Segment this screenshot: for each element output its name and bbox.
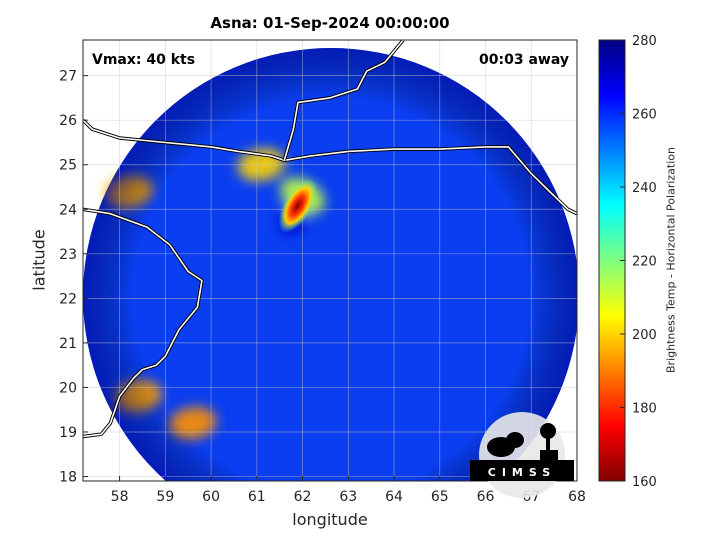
cimss-logo: CIMSS [470,412,574,498]
y-tick-label: 27 [59,69,77,85]
y-tick-label: 19 [59,425,77,441]
colorbar-tick-label: 160 [632,475,657,490]
y-tick-label: 23 [59,247,77,263]
colorbar-tick-label: 220 [632,255,657,270]
colorbar-tick-label: 260 [632,108,657,123]
x-tick-label: 58 [111,489,129,505]
coastlines [83,40,577,439]
y-axis-ticks: 18 19 20 21 22 23 24 25 26 27 [59,69,88,486]
y-tick-label: 25 [59,158,77,174]
coastline-2 [83,208,203,438]
swath-rim-shade [83,48,577,481]
x-tick-label: 59 [156,489,174,505]
storm-core [278,178,317,233]
x-tick-label: 60 [202,489,220,505]
x-tick-label: 61 [248,489,266,505]
colorbar-tick-label: 240 [632,181,657,196]
x-tick-label: 64 [385,489,403,505]
x-tick-label: 62 [294,489,312,505]
y-tick-label: 20 [59,380,77,396]
y-tick-label: 26 [59,113,77,129]
coastline-0 [83,119,577,215]
y-tick-label: 21 [59,336,77,352]
axes-frame [82,39,578,482]
x-tick-label: 66 [477,489,495,505]
y-tick-label: 18 [59,470,77,486]
logo-text: CIMSS [488,466,556,479]
x-tick-label: 68 [568,489,586,505]
x-tick-label: 63 [339,489,357,505]
x-tick-label: 65 [431,489,449,505]
vmax-label: Vmax: 40 kts [92,52,196,68]
chart-title: Asna: 01-Sep-2024 00:00:00 [210,14,450,32]
x-axis-label: longitude [292,510,368,529]
x-axis-ticks: 58 59 60 61 62 63 64 65 66 67 68 [111,476,586,505]
y-tick-label: 24 [59,202,77,218]
colorbar-tick-label: 180 [632,402,657,417]
colorbar-ticks: 160 180 200 220 240 260 280 [620,34,657,490]
colorbar-tick-label: 200 [632,328,657,343]
colorbar-tick-label: 280 [632,34,657,49]
y-tick-label: 22 [59,291,77,307]
coastline-1 [283,40,404,161]
time-away-label: 00:03 away [479,52,569,68]
